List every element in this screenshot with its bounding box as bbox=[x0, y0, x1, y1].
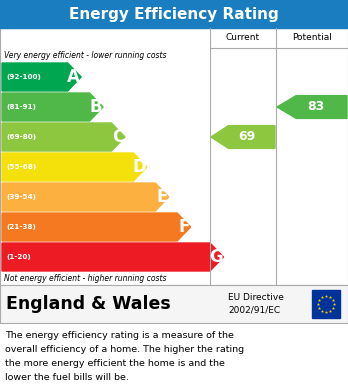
Text: (21-38): (21-38) bbox=[6, 224, 36, 230]
Polygon shape bbox=[2, 93, 103, 121]
Text: (55-68): (55-68) bbox=[6, 164, 36, 170]
Polygon shape bbox=[2, 243, 223, 271]
Text: 2002/91/EC: 2002/91/EC bbox=[228, 305, 280, 314]
Text: (69-80): (69-80) bbox=[6, 134, 36, 140]
Text: (92-100): (92-100) bbox=[6, 74, 41, 80]
Polygon shape bbox=[277, 96, 347, 118]
Text: (81-91): (81-91) bbox=[6, 104, 36, 110]
Text: 69: 69 bbox=[238, 131, 255, 143]
Polygon shape bbox=[2, 183, 169, 211]
Text: C: C bbox=[112, 128, 124, 146]
Polygon shape bbox=[211, 126, 275, 149]
Polygon shape bbox=[2, 63, 81, 91]
Text: G: G bbox=[209, 248, 222, 266]
Text: F: F bbox=[178, 218, 190, 236]
Text: Potential: Potential bbox=[292, 34, 332, 43]
Polygon shape bbox=[2, 123, 125, 151]
Polygon shape bbox=[2, 213, 191, 241]
Text: (1-20): (1-20) bbox=[6, 254, 31, 260]
Bar bbox=[0, 28, 348, 285]
Text: England & Wales: England & Wales bbox=[6, 295, 171, 313]
Text: The energy efficiency rating is a measure of the: The energy efficiency rating is a measur… bbox=[5, 331, 234, 340]
Text: A: A bbox=[67, 68, 80, 86]
Text: B: B bbox=[89, 98, 102, 116]
Text: 83: 83 bbox=[307, 100, 325, 113]
Text: Current: Current bbox=[226, 34, 260, 43]
Text: lower the fuel bills will be.: lower the fuel bills will be. bbox=[5, 373, 129, 382]
Text: overall efficiency of a home. The higher the rating: overall efficiency of a home. The higher… bbox=[5, 345, 244, 354]
Bar bbox=[312, 290, 340, 318]
Bar bbox=[0, 285, 348, 323]
Text: the more energy efficient the home is and the: the more energy efficient the home is an… bbox=[5, 359, 225, 368]
Text: D: D bbox=[132, 158, 146, 176]
Text: Not energy efficient - higher running costs: Not energy efficient - higher running co… bbox=[4, 274, 166, 283]
Text: E: E bbox=[156, 188, 168, 206]
Text: (39-54): (39-54) bbox=[6, 194, 36, 200]
Text: Energy Efficiency Rating: Energy Efficiency Rating bbox=[69, 7, 279, 22]
Text: EU Directive: EU Directive bbox=[228, 294, 284, 303]
Bar bbox=[0, 0, 348, 28]
Polygon shape bbox=[2, 153, 147, 181]
Text: Very energy efficient - lower running costs: Very energy efficient - lower running co… bbox=[4, 50, 166, 59]
